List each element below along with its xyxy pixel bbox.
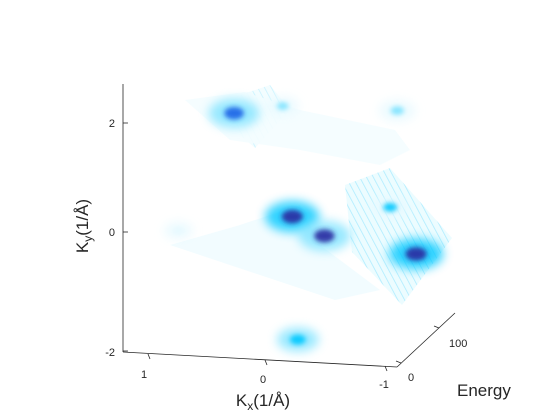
x-tick-label: -1	[379, 379, 389, 391]
y-axis-label: Ky(1/Å)	[73, 199, 95, 253]
x-axis-label: Kx(1/Å)	[236, 391, 290, 413]
x-axis-line	[122, 351, 398, 368]
intensity-blob	[276, 102, 289, 110]
z-tick-label: 0	[408, 372, 414, 384]
x-tick-mark	[384, 365, 388, 372]
pale-sheet	[170, 205, 380, 300]
intensity-blob	[383, 202, 398, 212]
z-axis-line	[396, 312, 456, 368]
z-tick-mark	[433, 325, 440, 329]
y-tick-label: -2	[105, 347, 115, 359]
x-tick-mark	[264, 359, 268, 366]
intensity-blob	[173, 227, 184, 234]
intensity-blob	[224, 106, 244, 120]
striped-face-right	[345, 168, 452, 305]
intensity-surface	[163, 85, 452, 352]
z-axis-label: Energy	[457, 381, 511, 400]
x-tick-label: 0	[260, 374, 266, 386]
intensity-blob	[405, 247, 427, 261]
intensity-blob	[290, 334, 306, 345]
x-tick-mark	[147, 353, 151, 360]
x-tick-label: 1	[141, 369, 147, 381]
z-tick-label: 100	[449, 338, 467, 350]
y-tick-label: 2	[109, 118, 115, 130]
intensity-blob	[314, 229, 335, 243]
intensity-blob	[281, 209, 303, 224]
intensity-blob	[390, 106, 404, 115]
axes: 2 0 -2 1 0 -1 0 100 Ky(1/Å) Kx(1/Å) Ener…	[73, 84, 511, 413]
y-tick-label: 0	[109, 227, 115, 239]
z-tick-mark	[395, 360, 402, 364]
